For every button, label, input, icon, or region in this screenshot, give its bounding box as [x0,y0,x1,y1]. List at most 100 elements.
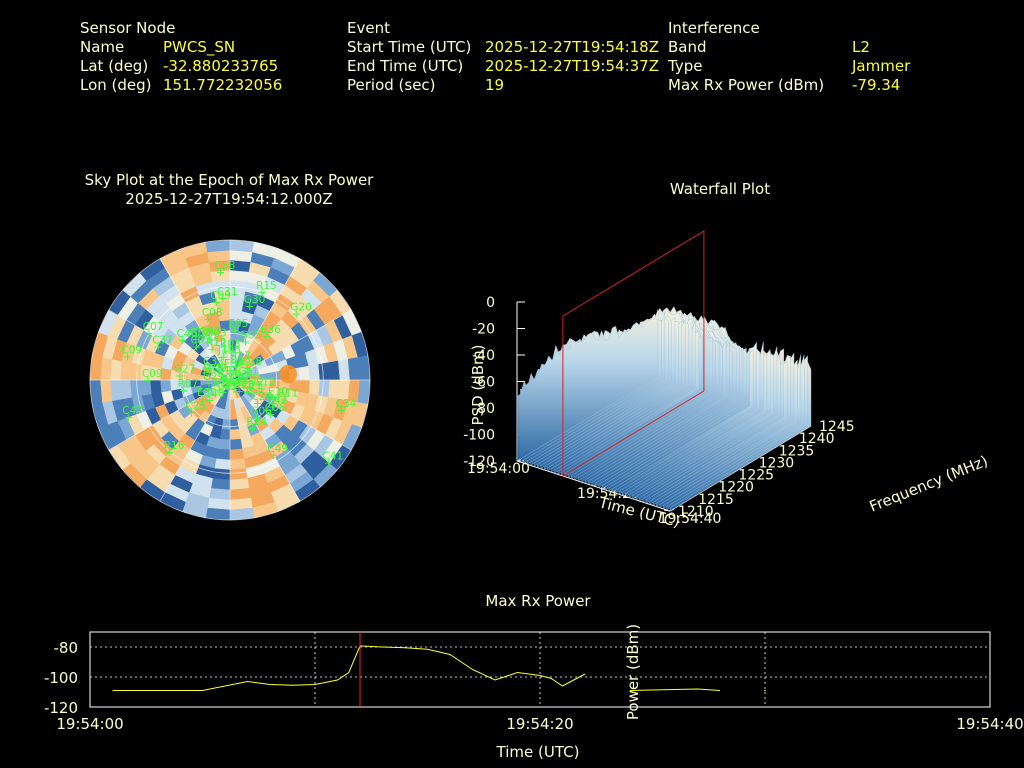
satellite-marker: + [154,340,163,353]
satellite-marker: + [215,383,224,396]
sky-azimuth-line [159,379,231,502]
interference-power-label: Max Rx Power (dBm) [668,76,825,94]
satellite-label: C49 [267,443,288,455]
satellite-label: R12 [206,337,227,349]
satellite-marker: + [205,394,214,407]
power-y-tick-label: -80 [54,639,79,657]
sensor-lat-value: -32.880233765 [163,57,279,75]
satellite-marker: + [222,380,231,393]
sky-cell [318,379,331,398]
power-series-line [629,688,721,691]
interference-band-label: Band [668,38,707,56]
satellite-marker: + [191,333,200,346]
satellite-marker: + [207,334,216,347]
event-period-label: Period (sec) [347,76,436,94]
satellite-marker: + [279,394,288,407]
event-start-label: Start Time (UTC) [347,38,472,56]
event-end-label: End Time (UTC) [347,57,464,75]
satellite-marker: + [221,380,230,393]
satellite-marker: + [175,370,184,383]
satellite-marker: + [205,368,214,381]
satellite-marker: + [241,335,250,348]
satellite-marker: + [245,300,254,313]
power-x-tick-label: 19:54:00 [56,715,123,733]
satellite-label: C47 [122,405,143,417]
sky-cell [229,428,241,441]
satellite-marker: + [225,364,234,377]
satellite-marker: + [143,374,152,387]
satellite-label: C06 [265,402,286,414]
satellite-marker: + [234,385,243,398]
satellite-label: C12 [244,375,265,387]
satellite-label: R15 [256,280,277,292]
satellite-marker: + [232,357,241,370]
sky-azimuth-line [229,379,352,451]
satellite-marker: + [268,401,277,414]
satellite-label: G28 [233,379,255,391]
waterfall-freq-tick-label: 1230 [759,455,795,471]
satellite-label: E34 [224,358,244,370]
satellite-label: G29 [203,371,225,383]
satellite-label: E12 [256,377,276,389]
event-end-value: 2025-12-27T19:54:37Z [485,57,659,75]
satellite-marker: + [203,313,212,326]
sky-cell [229,448,245,461]
skyplot-title: Sky Plot at the Epoch of Max Rx Power [84,171,374,189]
satellite-marker: + [232,360,241,373]
waterfall-zlabel: PSD (dBm) [469,344,487,425]
sky-cell [119,360,132,381]
satellite-label: G05 [240,329,262,341]
satellite-label: C58 [215,260,236,272]
power-ylabel: Power (dBm) [624,624,642,720]
interference-title: Interference [668,19,760,37]
event-title: Event [347,19,390,37]
satellite-label: E11 [278,388,298,400]
waterfall-freq-tick [663,509,671,512]
waterfall-ylabel: Frequency (MHz) [867,452,991,516]
satellite-marker: + [243,386,252,399]
satellite-marker: + [218,386,227,399]
sky-interference-spot [279,365,297,383]
satellite-label: R21 [234,369,255,381]
satellite-label: C21 [230,371,251,383]
satellite-label: C11 [238,366,259,378]
sky-cell [212,468,231,481]
sky-cell [159,379,172,393]
satellite-marker: + [248,422,257,435]
satellite-label: E24 [228,377,248,389]
sky-cell [229,468,248,481]
sky-cell [328,360,341,381]
satellite-label: R01 [221,374,242,386]
power-chart: Power (dBm) Time (UTC) -80-100-12019:54:… [44,624,1024,760]
satellite-label: C09 [142,368,163,380]
satellite-label: E10 [268,386,288,398]
waterfall-freq-tick-label: 1245 [819,419,855,435]
power-x-tick-label: 19:54:40 [956,715,1023,733]
power-y-tick-label: -120 [44,699,78,717]
satellite-marker: + [216,266,225,279]
sensor-name-label: Name [80,38,125,56]
waterfall-freq-tick-label: 1240 [799,431,835,447]
satellite-label: G03 [205,328,227,340]
satellite-marker: + [257,383,266,396]
satellite-label: C07 [143,321,164,333]
waterfall-z-tick-label: -60 [472,375,495,391]
satellite-label: C34 [336,398,357,410]
satellite-label: C09 [121,344,142,356]
satellite-label: G06 [250,406,272,418]
satellite-marker: + [212,296,221,309]
sky-cell [229,299,245,312]
sky-azimuth-line [229,258,301,381]
satellite-marker: + [252,412,261,425]
waterfall-title: Waterfall Plot [669,180,771,198]
waterfall-plot: PSD (dBm) Time (UTC) Frequency (MHz) 0-2… [463,230,991,531]
power-chart-title: Max Rx Power [485,592,591,610]
waterfall-freq-tick-label: 1220 [718,480,754,496]
satellite-marker: + [243,362,252,375]
sky-cell [229,478,250,491]
satellite-label: E36 [261,324,281,336]
satellite-marker: + [219,351,228,364]
satellite-marker: + [179,384,188,397]
satellite-label: C08 [202,307,223,319]
waterfall-z-tick-label: -120 [463,454,495,470]
